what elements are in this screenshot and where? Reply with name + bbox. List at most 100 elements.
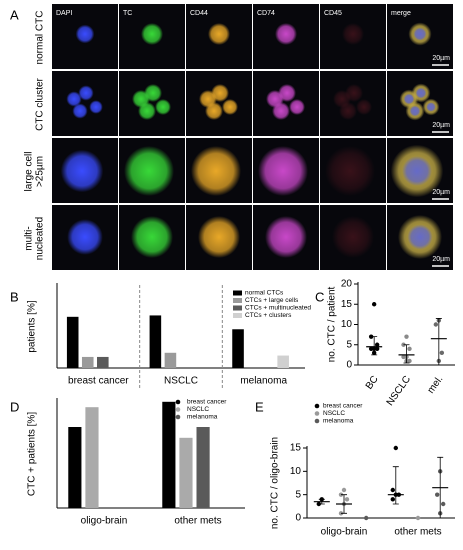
legend-label: CTCs + large cells: [245, 297, 299, 304]
row-label: multi-: [24, 226, 35, 250]
cell-signal: [205, 102, 223, 120]
legend-marker: [175, 414, 181, 420]
cell-signal: [66, 91, 82, 107]
data-point: [341, 487, 347, 493]
cell-signal: [403, 93, 415, 105]
x-tick-label: other mets: [394, 527, 441, 538]
y-tick-label: 0: [295, 513, 301, 524]
x-tick-label: other mets: [174, 516, 221, 527]
bar: [68, 427, 82, 508]
data-point: [433, 322, 439, 327]
x-tick-label: melanoma: [240, 376, 287, 387]
scale-bar-label: 20µm: [432, 122, 450, 129]
bar: [81, 356, 94, 368]
legend-marker: [233, 298, 242, 303]
row-label: large cell: [24, 151, 35, 191]
legend-label: breast cancer: [187, 399, 227, 406]
cell-signal: [407, 224, 433, 250]
bar: [97, 356, 109, 368]
row-label: >25µm: [35, 156, 46, 187]
legend-marker: [175, 407, 181, 412]
bar: [277, 355, 289, 368]
cell-signal: [211, 84, 229, 102]
cell-signal: [89, 100, 103, 114]
legend-marker: [233, 290, 242, 296]
legend-marker: [233, 305, 242, 311]
y-tick-label: 15: [290, 443, 302, 454]
micro-image: [186, 71, 252, 136]
legend-label: NSCLC: [323, 410, 345, 417]
y-tick-label: 15: [341, 299, 353, 310]
error-bar: [435, 318, 442, 366]
cell-signal: [289, 99, 305, 115]
y-axis-label: no. CTC / oligo-brain: [270, 437, 281, 529]
cell-signal: [222, 99, 238, 115]
micro-image: [52, 71, 118, 136]
y-axis-label: CTC + patients [%]: [27, 412, 38, 496]
data-point: [390, 497, 395, 502]
x-tick-label: oligo-brain: [321, 527, 368, 538]
y-axis-label: no. CTC / patient: [327, 286, 338, 362]
legend-marker: [314, 418, 320, 424]
cell-signal: [124, 146, 174, 196]
column-label: TC: [123, 10, 132, 17]
data-point: [401, 354, 406, 360]
x-tick-label: NSCLC: [164, 376, 198, 387]
cell-signal: [426, 102, 436, 112]
micro-image: [253, 71, 319, 136]
cell-signal: [278, 84, 296, 102]
row-label: normal CTC: [35, 11, 46, 65]
panel-label: D: [10, 399, 19, 414]
x-tick-label: oligo-brain: [81, 516, 128, 527]
cell-signal: [198, 216, 240, 258]
legend-label: melanoma: [187, 414, 218, 421]
cell-signal: [144, 84, 162, 102]
data-point: [368, 334, 374, 339]
cell-signal: [415, 87, 427, 99]
column-label: CD74: [257, 10, 275, 17]
cell-signal: [72, 103, 88, 119]
y-tick-label: 10: [341, 319, 353, 330]
data-point: [407, 346, 412, 351]
data-point: [415, 515, 421, 521]
cell-signal: [325, 146, 375, 196]
x-tick-label: BC: [364, 374, 381, 392]
row-label: nucleated: [35, 217, 46, 260]
data-point: [374, 342, 380, 347]
cell-signal: [191, 146, 241, 196]
legend-marker: [175, 399, 181, 405]
error-bar: [403, 344, 410, 364]
legend-marker: [314, 411, 320, 416]
legend-label: normal CTCs: [245, 290, 284, 297]
panel-label: E: [255, 399, 264, 414]
data-point: [374, 346, 380, 351]
bar: [232, 329, 244, 368]
cell-signal: [155, 99, 171, 115]
error-bar: [341, 494, 347, 514]
cell-signal: [75, 24, 95, 44]
cell-signal: [402, 156, 432, 186]
cell-signal: [258, 146, 308, 196]
bar: [179, 437, 193, 508]
column-label: merge: [391, 10, 411, 17]
panel-label: B: [10, 289, 19, 304]
x-tick-label: breast cancer: [68, 376, 129, 387]
panel-label: A: [10, 7, 19, 22]
legend-label: CTCs + clusters: [245, 312, 292, 319]
data-point: [390, 487, 395, 493]
cell-signal: [60, 149, 104, 193]
cell-signal: [265, 216, 307, 258]
legend-marker: [314, 403, 320, 409]
error-bar: [318, 498, 325, 505]
column-label: CD45: [324, 10, 342, 17]
bar: [164, 352, 177, 368]
y-tick-label: 10: [290, 466, 302, 477]
bar: [162, 401, 176, 508]
cell-signal: [141, 23, 163, 45]
cell-signal: [67, 219, 103, 255]
panel-label: C: [315, 289, 324, 304]
y-axis-label: patients [%]: [27, 300, 38, 352]
data-point: [364, 515, 369, 521]
